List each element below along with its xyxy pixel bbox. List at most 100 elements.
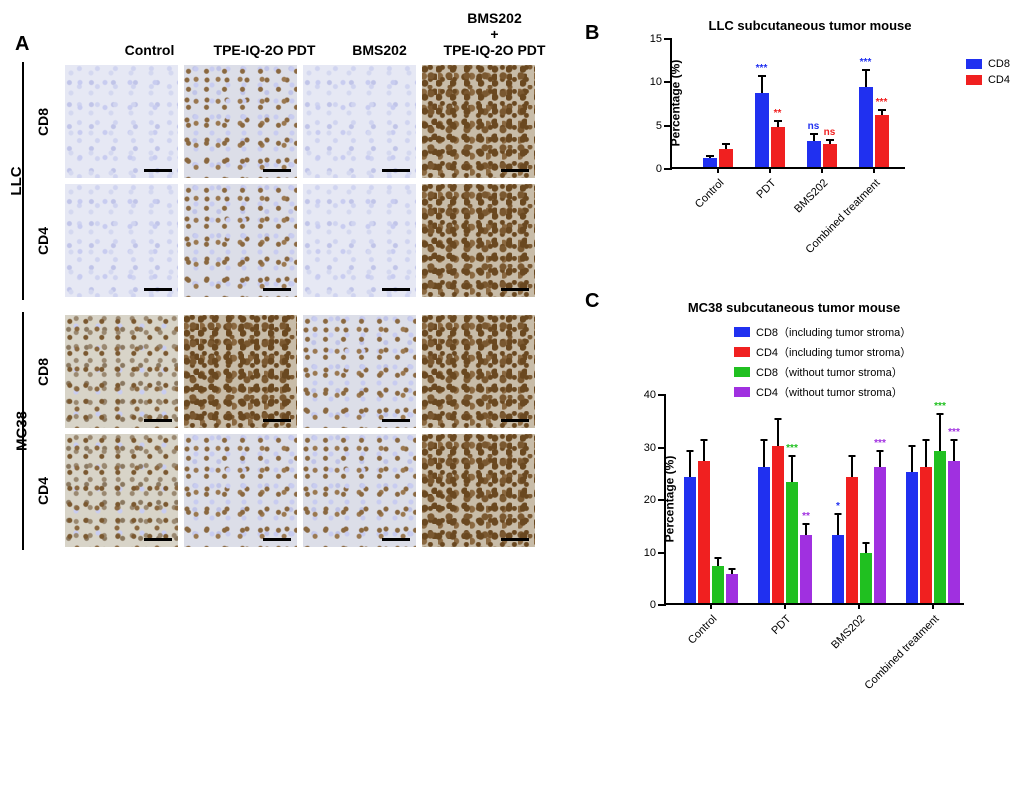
- histology-image: [184, 315, 297, 428]
- x-tick-label: BMS202: [737, 177, 830, 270]
- scalebar: [501, 538, 529, 541]
- histo-block-mc38: MC38CD8CD4: [10, 312, 570, 550]
- bar-fill: [906, 472, 918, 603]
- bar: ns: [823, 144, 837, 167]
- panel-a-col-headers: ControlTPE-IQ-2O PDTBMS202BMS202+TPE-IQ-…: [92, 10, 570, 62]
- tissue-texture: [65, 184, 178, 297]
- scalebar: [263, 288, 291, 291]
- bar-fill: [758, 467, 770, 604]
- histo-row: CD4: [28, 181, 570, 300]
- tissue-texture: [65, 434, 178, 547]
- significance-label: **: [802, 511, 810, 522]
- panel-c-plot: Percentage (%) 010203040Control*****PDT*…: [664, 395, 964, 605]
- error-bar: [865, 543, 867, 554]
- panel-a: ControlTPE-IQ-2O PDTBMS202BMS202+TPE-IQ-…: [10, 10, 570, 562]
- histology-image: [184, 434, 297, 547]
- y-tick: [658, 499, 666, 501]
- x-tick-label: Combined treatment: [789, 177, 882, 270]
- bar-fill: [807, 141, 821, 167]
- histology-image: [303, 315, 416, 428]
- error-bar: [851, 456, 853, 477]
- bar: [906, 472, 918, 603]
- tumor-bar: [22, 62, 24, 300]
- error-cap: [810, 133, 818, 135]
- error-cap: [761, 439, 768, 441]
- y-tick-label: 0: [650, 599, 656, 611]
- tumor-bar: [22, 312, 24, 550]
- x-tick: [769, 167, 771, 173]
- error-bar: [717, 558, 719, 566]
- error-bar: [939, 414, 941, 451]
- y-tick: [664, 38, 672, 40]
- histo-row: CD8: [28, 312, 570, 431]
- legend-swatch: [734, 347, 750, 357]
- error-cap: [715, 557, 722, 559]
- bar: **: [771, 127, 785, 167]
- scalebar: [501, 288, 529, 291]
- tissue-texture: [422, 65, 535, 178]
- legend-swatch: [734, 367, 750, 377]
- error-cap: [774, 120, 782, 122]
- bar: [846, 477, 858, 603]
- bar: [712, 566, 724, 603]
- x-tick: [717, 167, 719, 173]
- bar: [920, 467, 932, 604]
- panel-a-col-header: BMS202+TPE-IQ-2O PDT: [437, 10, 552, 62]
- error-cap: [877, 450, 884, 452]
- bar-fill: [698, 461, 710, 603]
- panel-label-b: B: [585, 22, 599, 45]
- scalebar: [501, 419, 529, 422]
- legend-label: CD8（including tumor stroma）: [756, 324, 911, 340]
- histo-row: CD4: [28, 431, 570, 550]
- tissue-texture: [184, 315, 297, 428]
- histology-image: [184, 65, 297, 178]
- error-cap: [789, 455, 796, 457]
- error-cap: [775, 418, 782, 420]
- significance-label: ***: [786, 443, 798, 454]
- bar: ***: [859, 87, 873, 167]
- x-tick: [873, 167, 875, 173]
- error-cap: [706, 155, 714, 157]
- error-bar: [791, 456, 793, 482]
- histology-image: [303, 184, 416, 297]
- error-cap: [758, 75, 766, 77]
- bar-fill: [684, 477, 696, 603]
- error-bar: [925, 440, 927, 466]
- panel-a-col-header: BMS202: [322, 10, 437, 62]
- panel-c-legend: CD8（including tumor stroma）CD4（including…: [734, 324, 911, 404]
- bar-fill: [832, 535, 844, 603]
- y-tick: [658, 552, 666, 554]
- y-tick-label: 10: [644, 547, 656, 559]
- scalebar: [501, 169, 529, 172]
- histology-image: [303, 65, 416, 178]
- x-tick: [858, 603, 860, 609]
- error-cap: [951, 439, 958, 441]
- bar: ***: [875, 115, 889, 167]
- histology-image: [422, 184, 535, 297]
- x-tick-label: Control: [633, 177, 726, 270]
- tissue-texture: [422, 315, 535, 428]
- bar-group: ******: [906, 451, 960, 603]
- error-bar: [805, 524, 807, 535]
- legend-label: CD8: [988, 58, 1010, 70]
- error-bar: [813, 134, 815, 141]
- bar: [719, 149, 733, 167]
- scalebar: [144, 538, 172, 541]
- error-bar: [865, 70, 867, 87]
- bar-fill: [771, 127, 785, 167]
- bar: ***: [948, 461, 960, 603]
- error-bar: [763, 440, 765, 466]
- scalebar: [144, 419, 172, 422]
- bar-fill: [860, 553, 872, 603]
- bar: [726, 574, 738, 603]
- error-cap: [729, 568, 736, 570]
- y-tick-label: 5: [656, 120, 662, 132]
- y-tick-label: 20: [644, 494, 656, 506]
- y-tick-label: 40: [644, 389, 656, 401]
- histo-block-llc: LLCCD8CD4: [10, 62, 570, 300]
- x-tick-label: PDT: [685, 177, 778, 270]
- panel-b-legend: CD8CD4: [966, 58, 1010, 90]
- legend-label: CD4: [988, 74, 1010, 86]
- x-tick: [821, 167, 823, 173]
- marker-label: CD8: [35, 357, 51, 387]
